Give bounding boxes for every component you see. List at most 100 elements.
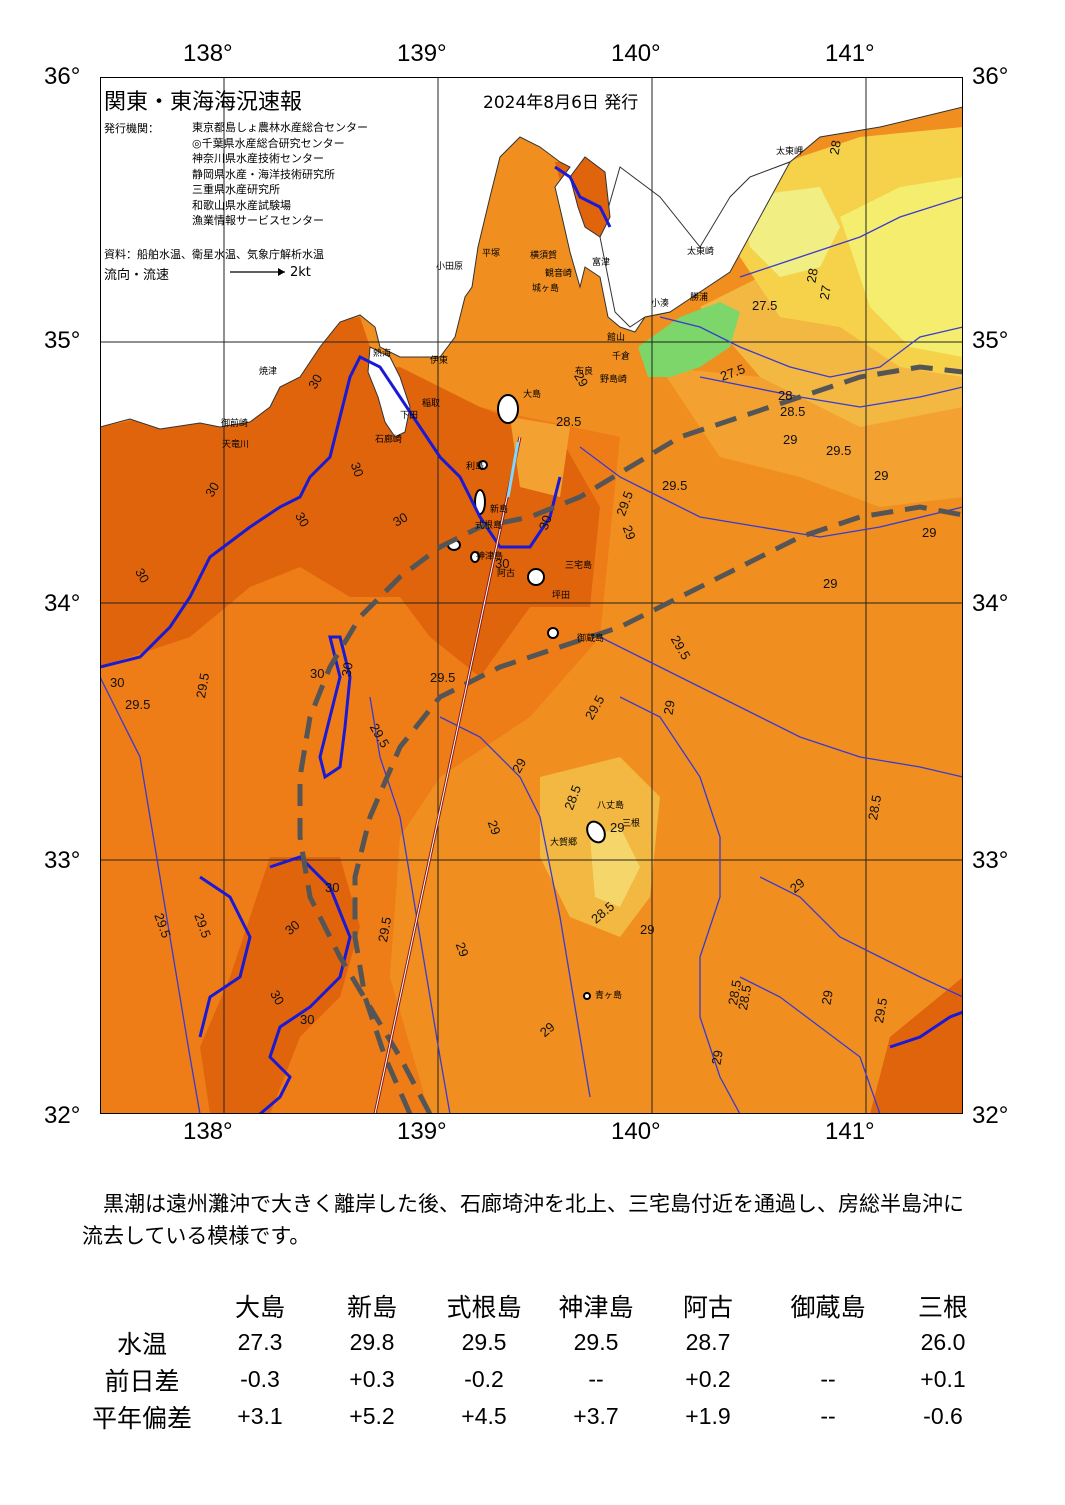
table-header-row: 大島 新島 式根島 神津島 阿古 御蔵島 三根	[80, 1288, 994, 1324]
land-izu	[367, 346, 411, 438]
place-tenryu: 天竜川	[222, 440, 250, 450]
lon-label-top-140: 140°	[611, 40, 661, 67]
contour-label: 28	[803, 267, 821, 284]
island-temperature-table: 大島 新島 式根島 神津島 阿古 御蔵島 三根 水温 27.3 29.8 29.…	[80, 1288, 994, 1435]
contour-label: 29	[660, 699, 678, 716]
contour-label: 29	[823, 576, 838, 591]
place-yaizu: 焼津	[259, 367, 278, 377]
table-row: 前日差 -0.3 +0.3 -0.2 -- +0.2 -- +0.1	[80, 1361, 994, 1398]
place-toshima: 利島	[466, 462, 485, 472]
lat-label-left-36: 36°	[44, 63, 81, 90]
place-taitozaki: 太東崎	[687, 247, 715, 257]
graticule	[100, 77, 963, 1114]
place-inatori: 稲取	[422, 399, 441, 409]
contour-label: 29.5	[430, 670, 456, 685]
table-cell: 27.3	[237, 1329, 283, 1355]
tokyo-bay	[569, 156, 611, 238]
ship-track-highlight	[374, 436, 521, 1114]
lon-label-top-141: 141°	[825, 40, 875, 67]
place-mitsune: 三根	[622, 819, 641, 829]
table-header-blank	[80, 1288, 204, 1324]
contour-label: 27.5	[752, 298, 778, 313]
row-label: 平年偏差	[91, 1403, 192, 1433]
ship-track-cyan	[506, 441, 520, 498]
issuer-item: ◎千葉県水産総合研究センター	[192, 136, 345, 150]
contour-label: 29	[783, 432, 798, 447]
island-oshima	[497, 394, 519, 424]
place-katsuura: 勝浦	[690, 293, 709, 303]
table-cell: +0.3	[349, 1366, 395, 1392]
place-chikura: 千倉	[612, 352, 631, 362]
place-niijima: 新島	[490, 505, 509, 515]
place-tateyama: 館山	[607, 333, 626, 343]
issuer-label: 発行機関：	[104, 122, 159, 135]
table-cell: +0.2	[685, 1366, 731, 1392]
lat-label-right-32: 32°	[972, 1102, 1009, 1129]
lon-label-top-139: 139°	[397, 40, 447, 67]
table-cell: 29.5	[573, 1329, 619, 1355]
sea-26-5-zone	[740, 187, 840, 277]
island-toshima	[478, 460, 488, 470]
place-miyakejima: 三宅島	[565, 561, 593, 571]
table-cell: +3.1	[237, 1403, 283, 1429]
table-header: 新島	[346, 1293, 397, 1322]
contour-label: 30	[300, 1012, 315, 1027]
island-mikurajima	[547, 627, 559, 639]
place-hiratsuka: 平塚	[482, 249, 501, 259]
table-header: 御蔵島	[790, 1293, 866, 1322]
summary-text: 黒潮は遠州灘沖で大きく離岸した後、石廊埼沖を北上、三宅島付近を通過し、房総半島沖…	[82, 1192, 964, 1248]
table-cell: -0.2	[464, 1366, 504, 1392]
lat-label-right-35: 35°	[972, 327, 1009, 354]
place-tsubota: 坪田	[552, 591, 571, 601]
contour-label: 29	[922, 525, 937, 540]
place-ito: 伊東	[430, 356, 449, 366]
lat-label-left-33: 33°	[44, 847, 81, 874]
contour-label: 29	[610, 820, 625, 835]
table-cell: +5.2	[349, 1403, 395, 1429]
kuroshio-axis-inner	[352, 504, 963, 1114]
lon-label-bottom-140: 140°	[611, 1118, 661, 1145]
island-hachijojima	[586, 820, 606, 844]
issuer-item: 東京都島しょ農林水産総合センター	[192, 121, 368, 134]
contour-label: 30	[310, 666, 325, 681]
table-cell: +0.1	[920, 1366, 966, 1392]
place-okago: 大賀郷	[550, 838, 578, 848]
table-cell: 28.7	[685, 1329, 731, 1355]
place-yokosuka: 横須賀	[530, 251, 558, 261]
table-cell	[764, 1324, 892, 1361]
contour-label: 29.5	[826, 443, 852, 458]
place-futtsu: 富津	[592, 258, 611, 268]
place-iro: 石廊崎	[375, 435, 403, 445]
table-row: 水温 27.3 29.8 29.5 29.5 28.7 26.0	[80, 1324, 994, 1361]
lat-label-left-34: 34°	[44, 590, 81, 617]
contour-label: 30	[325, 880, 340, 895]
contour-label: 28.5	[556, 414, 582, 429]
issuer-item: 漁業情報サービスセンター	[192, 214, 324, 227]
place-aogashima: 青ヶ島	[595, 991, 623, 1001]
lat-label-left-35: 35°	[44, 327, 81, 354]
table-cell: -0.6	[923, 1403, 963, 1429]
place-mera: 布良	[575, 367, 594, 377]
table-cell: 26.0	[920, 1329, 966, 1355]
place-atami: 熱海	[373, 349, 392, 359]
sea-27-zone	[638, 302, 740, 377]
place-taito: 太東岬	[776, 147, 804, 157]
contour-label: 29.5	[662, 478, 688, 493]
sea-temperature-map	[100, 77, 963, 1114]
contour-label: 29	[708, 1049, 726, 1066]
contour-label: 29	[874, 468, 889, 483]
kuroshio-axis	[297, 364, 963, 1114]
sea-26-zone	[840, 177, 963, 357]
table-cell: -0.3	[240, 1366, 280, 1392]
contour-label: 30	[338, 661, 356, 678]
table-row: 平年偏差 +3.1 +5.2 +4.5 +3.7 +1.9 -- -0.6	[80, 1398, 994, 1435]
table-cell: +3.7	[573, 1403, 619, 1429]
contour-label: 29	[818, 989, 836, 1006]
contour-30-lines	[100, 165, 963, 1114]
lat-label-left-32: 32°	[44, 1102, 81, 1129]
table-cell: +1.9	[685, 1403, 731, 1429]
lat-label-right-36: 36°	[972, 63, 1009, 90]
contour-label: 30	[495, 556, 510, 571]
table-cell: 29.5	[461, 1329, 507, 1355]
place-shikinejima: 式根島	[475, 521, 503, 531]
